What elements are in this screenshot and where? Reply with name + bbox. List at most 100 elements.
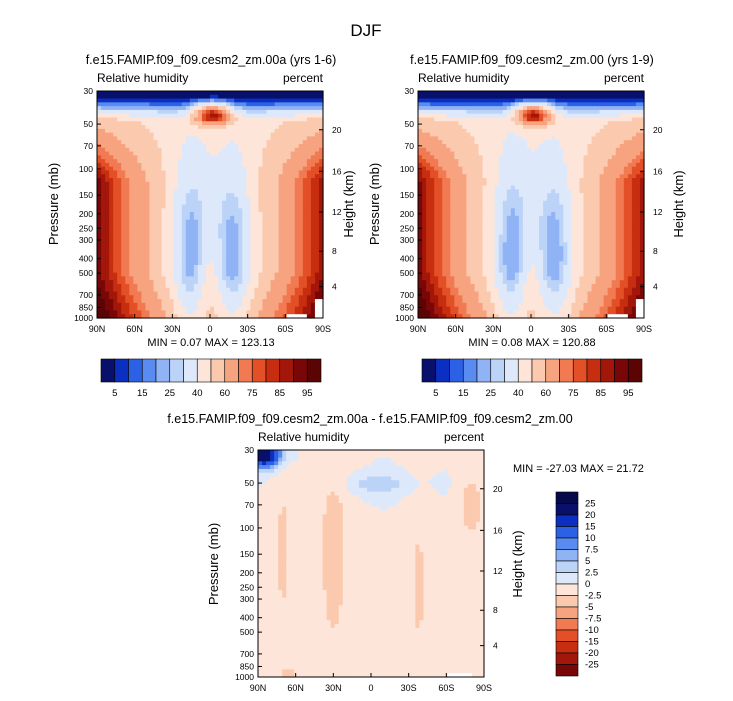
heatmap-cell <box>201 212 207 217</box>
heatmap-cell <box>486 181 492 187</box>
heatmap-cell <box>218 159 223 164</box>
heatmap-cell <box>474 147 480 153</box>
heatmap-cell <box>234 109 239 115</box>
heatmap-cell <box>466 174 472 179</box>
heatmap-cell <box>595 170 601 175</box>
heatmap-cell <box>563 102 568 107</box>
heatmap-cell <box>422 98 427 103</box>
heatmap-cell <box>105 155 110 160</box>
heatmap-cell <box>306 204 312 209</box>
heatmap-cell <box>286 219 292 225</box>
heatmap-cell <box>153 215 159 221</box>
heatmap-cell <box>125 170 130 175</box>
heatmap-cell <box>539 174 544 179</box>
heatmap-cell <box>563 151 568 156</box>
heatmap-cell <box>551 98 556 103</box>
heatmap-cell <box>141 189 147 194</box>
heatmap-cell <box>282 246 288 251</box>
heatmap-cell <box>133 265 138 270</box>
heatmap-cell <box>595 128 601 134</box>
heatmap-cell <box>454 166 459 172</box>
heatmap-cell <box>185 208 191 213</box>
heatmap-cell <box>306 181 312 187</box>
heatmap-cell <box>486 113 492 119</box>
heatmap-cell <box>478 178 484 183</box>
heatmap-cell <box>266 234 272 240</box>
heatmap-cell <box>474 128 480 134</box>
heatmap-cell <box>274 261 280 266</box>
heatmap-cell <box>458 128 463 134</box>
heatmap-cell <box>522 155 528 160</box>
heatmap-cell <box>141 227 147 232</box>
colorbar-box <box>169 358 184 383</box>
heatmap-cell <box>595 159 601 164</box>
heatmap-cell <box>121 185 126 190</box>
heatmap-cell <box>422 159 427 164</box>
heatmap-cell <box>571 136 576 141</box>
heatmap-cell <box>579 143 585 149</box>
heatmap-cell <box>197 121 203 126</box>
heatmap-cell <box>314 170 320 175</box>
heatmap-cell <box>310 234 316 240</box>
heatmap-cell <box>234 212 239 217</box>
heatmap-cell <box>109 125 114 130</box>
heatmap-cell <box>145 162 151 168</box>
heatmap-cell <box>218 155 223 160</box>
heatmap-cell <box>238 223 243 228</box>
heatmap-cell <box>286 143 292 149</box>
heatmap-cell <box>270 314 276 319</box>
heatmap-cell <box>615 170 621 175</box>
heatmap-cell <box>518 174 524 179</box>
heatmap-cell <box>603 185 609 190</box>
heatmap-cell <box>109 151 114 156</box>
heatmap-cell <box>210 102 215 107</box>
heatmap-cell <box>246 268 251 274</box>
heatmap-cell <box>113 310 118 315</box>
heatmap-cell <box>290 200 296 206</box>
heatmap-cell <box>294 242 300 247</box>
heatmap-cell <box>270 136 276 141</box>
heatmap-cell <box>133 261 138 266</box>
heatmap-cell <box>619 121 625 126</box>
heatmap-cell <box>306 196 312 202</box>
heatmap-cell <box>258 109 264 115</box>
heatmap-cell <box>197 109 203 115</box>
heatmap-cell <box>214 170 219 175</box>
heatmap-cell <box>218 136 223 141</box>
heatmap-cell <box>254 234 260 240</box>
heatmap-cell <box>430 132 435 137</box>
heatmap-cell <box>599 140 605 145</box>
heatmap-cell <box>189 121 195 126</box>
heatmap-cell <box>121 178 126 183</box>
heatmap-cell <box>314 102 320 107</box>
heatmap-cell <box>290 212 296 217</box>
heatmap-cell <box>210 159 215 164</box>
heatmap-cell <box>298 219 304 225</box>
heatmap-cell <box>438 181 443 187</box>
heatmap-cell <box>258 147 264 153</box>
heatmap-cell <box>506 181 512 187</box>
heatmap-cell <box>502 121 508 126</box>
heatmap-cell <box>274 227 280 232</box>
heatmap-cell <box>458 121 463 126</box>
heatmap-cell <box>466 181 472 187</box>
heatmap-cell <box>438 106 443 111</box>
heatmap-cell <box>242 310 247 315</box>
heatmap-cell <box>270 151 276 156</box>
heatmap-cell <box>101 299 106 304</box>
heatmap-cell <box>218 147 223 153</box>
heatmap-cell <box>430 155 435 160</box>
heatmap-cell <box>149 291 155 296</box>
heatmap-cell <box>623 106 629 111</box>
heatmap-cell <box>314 223 320 228</box>
heatmap-cell <box>97 249 102 255</box>
heatmap-cell <box>129 261 134 266</box>
heatmap-cell <box>434 91 439 96</box>
heatmap-cell <box>197 280 203 285</box>
heatmap-cell <box>498 117 504 122</box>
heatmap-cell <box>105 91 110 96</box>
heatmap-cell <box>286 283 292 289</box>
heatmap-cell <box>535 193 540 198</box>
heatmap-cell <box>278 151 284 156</box>
heatmap-cell <box>238 91 243 96</box>
